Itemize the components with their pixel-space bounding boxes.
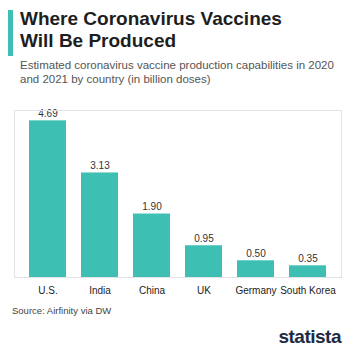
svg-text:3.13: 3.13 — [90, 160, 110, 171]
html-text:Where Coronavirus Vaccines Wil: Where Coronavirus Vaccines Will Be Produ… — [20, 8, 282, 51]
svg-text:0.50: 0.50 — [246, 248, 266, 259]
svg-text:India: India — [89, 285, 111, 296]
html-text:Estimated coronavirus vaccine: Estimated coronavirus vaccine production… — [20, 59, 334, 85]
svg-text:China: China — [139, 285, 166, 296]
svg-text:1.90: 1.90 — [142, 201, 162, 212]
svg-text:Germany: Germany — [235, 285, 276, 296]
svg-text:0.95: 0.95 — [194, 233, 214, 244]
svg-text:4.69: 4.69 — [38, 108, 58, 119]
html-text:Source: Airfinity via DW: Source: Airfinity via DW — [12, 305, 112, 316]
svg-text:U.S.: U.S. — [38, 285, 57, 296]
svg-text:0.35: 0.35 — [298, 253, 318, 264]
svg-text:UK: UK — [197, 285, 211, 296]
svg-text:South Korea: South Korea — [280, 285, 336, 296]
html-text:statista: statista — [278, 326, 341, 347]
